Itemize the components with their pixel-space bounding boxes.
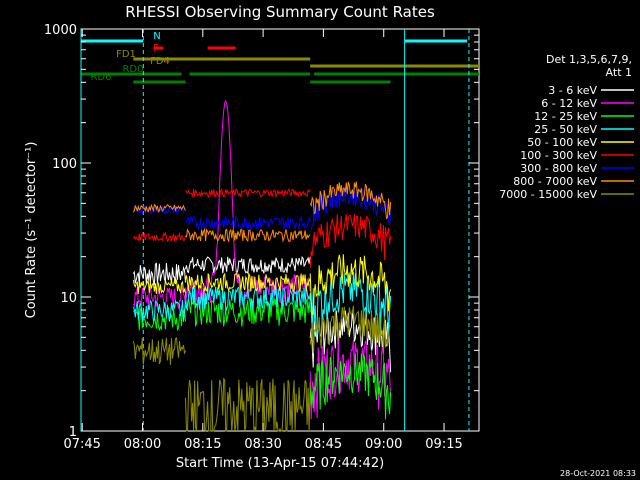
series-line [132, 203, 186, 213]
legend-entry-label: 800 - 7000 keV [513, 175, 597, 188]
y-tick-label: 10 [60, 291, 77, 306]
x-tick-label: 09:00 [365, 437, 402, 452]
series-line [132, 299, 186, 322]
flag-bar [133, 80, 186, 84]
series-line [309, 310, 392, 373]
series-line [132, 262, 186, 286]
series-line [309, 254, 392, 317]
series-line [309, 271, 392, 337]
flag-label: FD1 [116, 49, 136, 60]
legend-entry-label: 7000 - 15000 keV [499, 188, 597, 201]
legend-entry-label: 3 - 6 keV [548, 84, 597, 97]
x-tick-label: 08:15 [184, 437, 221, 452]
flag-bar [81, 72, 182, 76]
legend-entry-label: 50 - 100 keV [527, 136, 597, 149]
series-line [132, 278, 186, 295]
x-tick-label: 08:00 [124, 437, 161, 452]
x-tick-label: 09:15 [425, 437, 462, 452]
series-line [185, 255, 311, 275]
legend-entry-label: 6 - 12 keV [541, 97, 597, 110]
series-line [185, 272, 311, 293]
flag-label: FD4 [150, 56, 170, 67]
legend-entry-label: 25 - 50 keV [534, 123, 597, 136]
series-line [309, 214, 392, 269]
flag-bar [81, 39, 144, 43]
series-line [185, 215, 311, 231]
flag-bar [207, 46, 236, 50]
y-tick-label: 1 [69, 425, 77, 440]
series-line [185, 99, 311, 304]
legend-entry-label: 300 - 800 keV [520, 162, 597, 175]
flag-bar [404, 39, 467, 43]
chart-title: RHESSI Observing Summary Count Rates [125, 3, 435, 21]
flag-label: RD0 [122, 64, 143, 75]
series-group [132, 99, 392, 433]
flag-bar [153, 46, 164, 50]
series-line [309, 353, 392, 420]
flag-bar [310, 80, 391, 84]
series-line [185, 187, 311, 199]
flag-bar [189, 72, 311, 76]
flag-label: N [153, 31, 160, 42]
legend-entry-label: 100 - 300 keV [520, 149, 597, 162]
plot-frame [80, 28, 480, 432]
x-tick-label: 08:45 [305, 437, 342, 452]
series-line [132, 204, 186, 215]
series-line [309, 181, 392, 220]
axes: 07:45 08:00 08:15 08:30 08:45 09:00 09:15 1 10 10… [44, 23, 479, 452]
series-line [185, 296, 311, 327]
flag-label: RD6 [90, 72, 111, 83]
legend-title: Att 1 [606, 66, 632, 79]
flag-bar [133, 57, 311, 61]
legend-title: Det 1,3,5,6,7,9, [546, 53, 632, 66]
series-line [185, 377, 311, 433]
series-line [132, 336, 186, 365]
legend-entry-label: 12 - 25 keV [534, 110, 597, 123]
flag-bars: NF FD1 FD4 RD0 RD6 [81, 31, 479, 84]
series-line [309, 305, 391, 354]
x-tick-label: 08:30 [244, 437, 281, 452]
series-line [132, 231, 186, 243]
flag-bar [314, 72, 479, 76]
y-tick-label: 1000 [44, 23, 77, 38]
flag-label: F [153, 43, 159, 54]
y-axis-label: Count Rate (s⁻¹ detector⁻¹) [24, 142, 39, 319]
series-line [309, 339, 392, 420]
series-line [185, 227, 311, 243]
flag-bar [310, 64, 479, 68]
x-tick-label: 07:45 [63, 437, 100, 452]
timestamp: 28-Oct-2021 08:33 [560, 469, 636, 478]
vertical-markers [80, 29, 470, 431]
y-tick-label: 100 [52, 157, 77, 172]
x-axis-label: Start Time (13-Apr-15 07:44:42) [176, 456, 384, 471]
